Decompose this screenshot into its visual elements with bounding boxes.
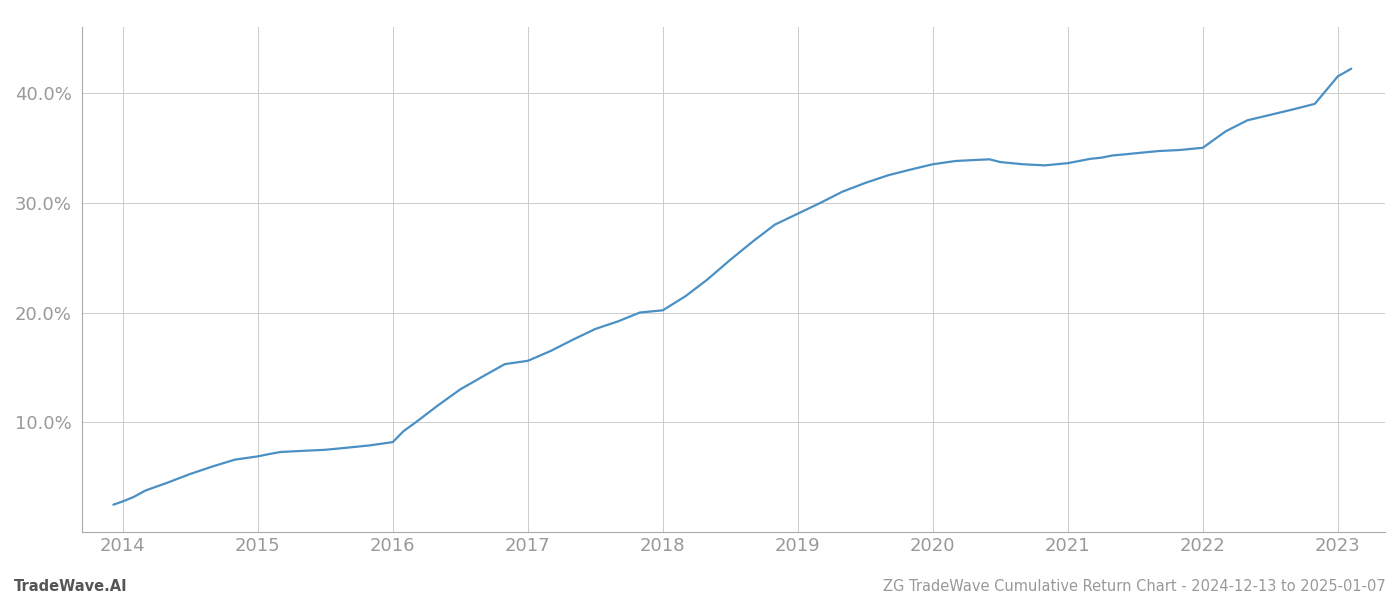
Text: TradeWave.AI: TradeWave.AI xyxy=(14,579,127,594)
Text: ZG TradeWave Cumulative Return Chart - 2024-12-13 to 2025-01-07: ZG TradeWave Cumulative Return Chart - 2… xyxy=(883,579,1386,594)
